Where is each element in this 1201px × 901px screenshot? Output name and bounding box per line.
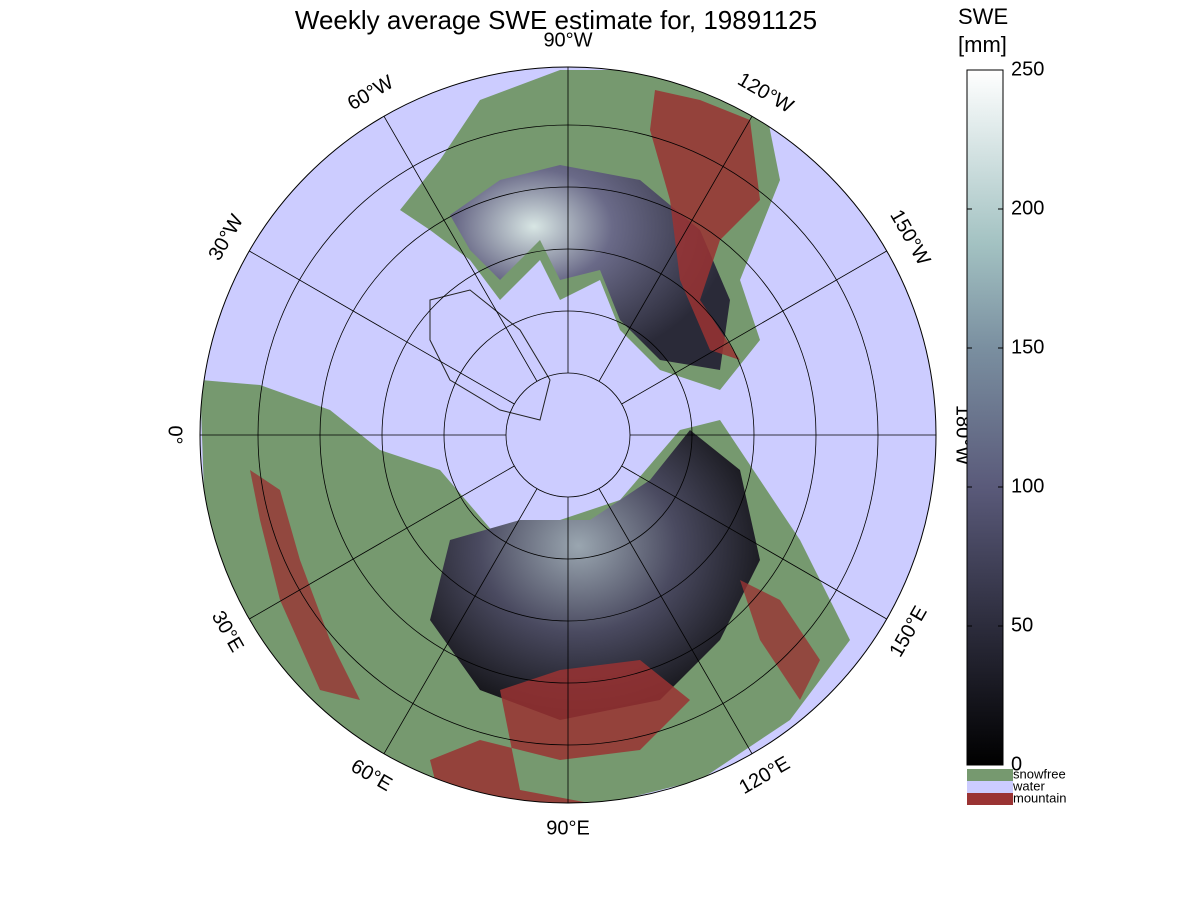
map-frame [199,66,937,804]
greenland [429,289,551,421]
colorbar [966,69,1004,766]
legend-label: snowfree [1013,766,1066,781]
mountain [250,470,360,700]
meridian [621,465,887,620]
meridian [621,250,887,405]
colorbar-tick-label: 250 [1011,58,1044,80]
meridian-label: 30°E [207,607,248,656]
colorbar-tick-label: 100 [1011,475,1044,497]
colorbar-tick-label: 50 [1011,614,1033,636]
meridian [249,250,515,405]
meridian-label: 0° [164,425,186,444]
meridian [598,116,753,382]
meridian-label: 150°W [885,206,934,269]
map-disk [200,67,936,803]
graticule [200,67,936,803]
snow [450,165,730,370]
colorbar-tick-label: 0 [1011,753,1022,775]
colorbar-tick-label: 150 [1011,336,1044,358]
mountain [740,580,820,700]
colorbar-label: SWE [958,4,1008,29]
meridian-label: 120°E [735,752,793,798]
meridian-label: 30°W [204,211,248,265]
legend-swatch [967,769,1013,781]
meridian-label: 90°W [543,29,592,51]
meridian [383,488,538,754]
legend-swatch [967,781,1013,793]
meridian [598,488,753,754]
meridian-label: 60°W [344,71,398,115]
mountain [650,90,760,360]
colorbar-label: [mm] [958,32,1007,57]
meridian-label: 150°E [885,602,931,660]
meridian [383,116,538,382]
meridian-label: 60°E [347,755,396,796]
mountain [430,660,690,803]
legend-label: water [1012,778,1045,793]
meridian-label: 90°E [546,817,590,839]
snow [430,430,760,720]
legend-label: mountain [1013,790,1066,805]
meridian-label: 120°W [734,69,797,118]
meridian [249,465,515,620]
legend-swatch [967,793,1013,805]
title: Weekly average SWE estimate for, 1989112… [295,5,817,35]
colorbar-tick-label: 200 [1011,197,1044,219]
